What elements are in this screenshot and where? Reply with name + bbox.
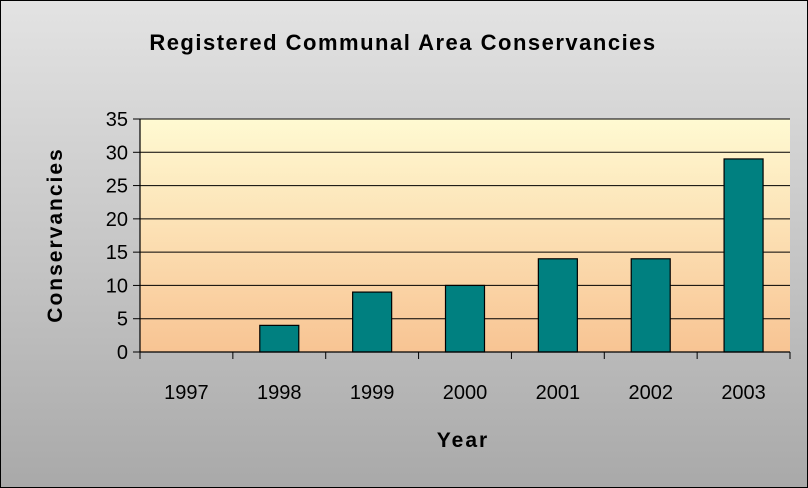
y-tick-label: 30 — [106, 142, 128, 164]
x-tick-label: 1999 — [350, 382, 395, 404]
bar — [444, 284, 486, 353]
axes — [133, 118, 791, 359]
x-tick-label: 2001 — [536, 382, 581, 404]
x-tick-label: 2000 — [443, 382, 488, 404]
bar — [259, 324, 300, 353]
y-tick-label: 35 — [106, 109, 128, 131]
bar — [352, 291, 393, 353]
bar — [537, 258, 578, 353]
y-tick-label: 25 — [106, 176, 128, 198]
x-tick-labels: 1997 1998 1999 2000 2001 2002 2003 — [164, 382, 766, 404]
y-tick-label: 5 — [117, 309, 128, 331]
y-tick-label: 0 — [117, 342, 128, 364]
x-tick-label: 2003 — [721, 382, 766, 404]
y-tick-label: 15 — [106, 242, 128, 264]
y-tick-labels: 0 5 10 15 20 25 30 35 — [106, 109, 128, 364]
bar — [723, 158, 764, 353]
y-tick-label: 10 — [106, 275, 128, 297]
x-tick-label: 1998 — [257, 382, 302, 404]
chart-title: Registered Communal Area Conservancies — [149, 30, 656, 55]
y-axis-title: Conservancies — [44, 147, 67, 322]
x-axis-title: Year — [437, 429, 489, 452]
y-tick-label: 20 — [106, 209, 128, 231]
x-tick-label: 2002 — [628, 382, 673, 404]
bar — [630, 258, 671, 353]
x-tick-label: 1997 — [164, 382, 209, 404]
